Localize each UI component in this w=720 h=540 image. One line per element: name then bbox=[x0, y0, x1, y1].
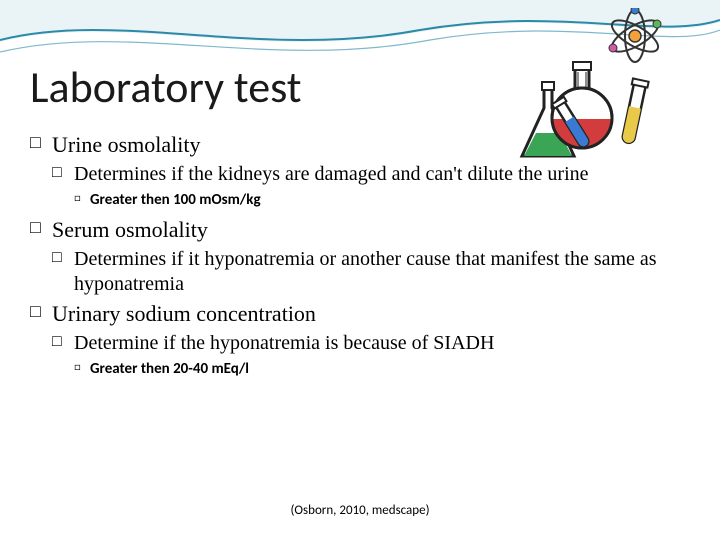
bullet-lvl2: Determine if the hyponatremia is because… bbox=[52, 331, 690, 356]
chemistry-clipart bbox=[500, 8, 690, 168]
bullet-lvl2: Determines if it hyponatremia or another… bbox=[52, 247, 690, 297]
bullet-lvl1: Urinary sodium concentration bbox=[30, 301, 690, 327]
bullet-lvl1: Serum osmolality bbox=[30, 217, 690, 243]
citation-text: (Osborn, 2010, medscape) bbox=[0, 503, 720, 518]
bullet-lvl3: Greater then 20-40 mEq/l bbox=[74, 360, 690, 378]
bullet-lvl3: Greater then 100 mOsm/kg bbox=[74, 191, 690, 209]
